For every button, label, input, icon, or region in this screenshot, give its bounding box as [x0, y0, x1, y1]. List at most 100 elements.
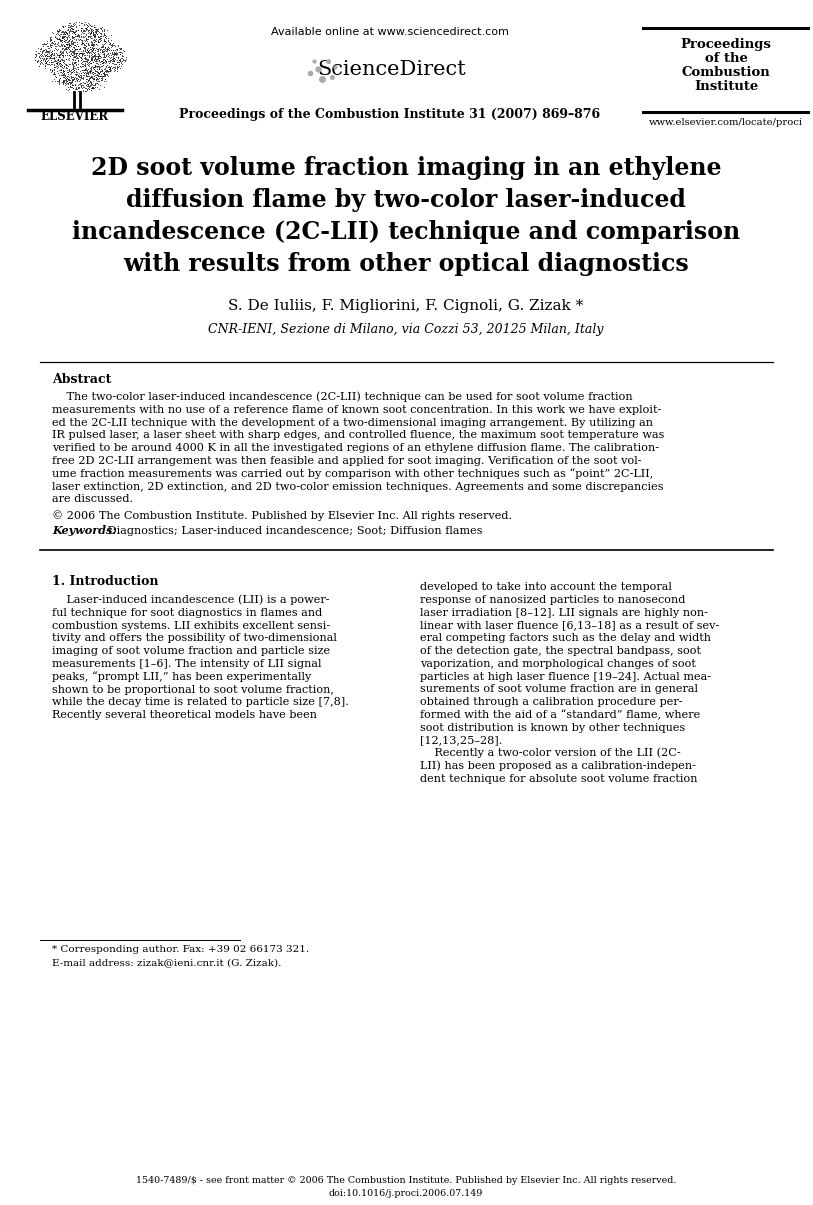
Point: [58, 55, 71, 75]
Point: [53, 20, 66, 40]
Point: [55, 28, 68, 47]
Point: [96, 64, 109, 83]
Point: [47, 64, 60, 83]
Point: [80, 52, 93, 71]
Point: [91, 28, 104, 47]
Point: [67, 37, 80, 57]
Point: [51, 23, 64, 42]
Point: [89, 53, 102, 72]
Point: [56, 58, 69, 77]
Point: [67, 13, 80, 33]
Point: [43, 48, 56, 67]
Point: [60, 69, 73, 88]
Point: [54, 53, 67, 72]
Point: [85, 58, 98, 77]
Point: [103, 58, 116, 77]
Point: [59, 46, 72, 65]
Point: [37, 45, 50, 64]
Point: [80, 36, 93, 55]
Point: [108, 48, 121, 67]
Point: [93, 45, 106, 64]
Point: [43, 30, 56, 49]
Point: [111, 48, 124, 67]
Point: [82, 46, 95, 65]
Point: [57, 36, 70, 55]
Point: [110, 43, 123, 63]
Point: [100, 52, 113, 71]
Point: [85, 75, 98, 94]
Point: [94, 70, 107, 89]
Point: [45, 45, 58, 64]
Point: [59, 76, 72, 95]
Point: [57, 47, 70, 66]
Point: [57, 17, 70, 36]
Point: [71, 80, 84, 99]
Point: [61, 74, 74, 93]
Point: [74, 70, 87, 89]
Point: [94, 30, 107, 49]
Point: [85, 41, 98, 60]
Point: [71, 33, 84, 52]
Point: [59, 70, 72, 89]
Point: [65, 59, 78, 78]
Point: [62, 28, 75, 47]
Point: [72, 47, 85, 66]
Point: [63, 72, 76, 92]
Point: [76, 34, 89, 53]
Point: [93, 28, 106, 47]
Point: [33, 57, 46, 76]
Point: [92, 64, 105, 83]
Point: [57, 61, 70, 81]
Point: [60, 49, 73, 69]
Point: [86, 22, 99, 41]
Point: [74, 77, 87, 96]
Point: [32, 39, 45, 58]
Point: [59, 27, 72, 46]
Point: [56, 25, 69, 45]
Point: [96, 17, 109, 36]
Text: vaporization, and morphological changes of soot: vaporization, and morphological changes …: [420, 659, 696, 669]
Point: [59, 24, 72, 43]
Point: [93, 23, 106, 42]
Point: [46, 33, 59, 52]
Point: [69, 51, 82, 70]
Point: [66, 54, 79, 74]
Point: [36, 40, 49, 59]
Point: [83, 67, 96, 87]
Point: [72, 76, 85, 95]
Point: [57, 27, 70, 46]
Point: [77, 63, 90, 82]
Point: [67, 57, 80, 76]
Point: [51, 29, 64, 48]
Point: [85, 67, 98, 87]
Point: [61, 63, 74, 82]
Text: E-mail address: zizak@ieni.cnr.it (G. Zizak).: E-mail address: zizak@ieni.cnr.it (G. Zi…: [52, 958, 281, 966]
Point: [86, 37, 99, 57]
Point: [81, 42, 94, 61]
Point: [33, 52, 46, 71]
Point: [94, 37, 107, 57]
Point: [98, 41, 111, 60]
Point: [85, 78, 98, 98]
Point: [63, 71, 76, 90]
Point: [39, 54, 52, 74]
Point: [102, 43, 115, 63]
Point: [63, 46, 76, 65]
Text: Recently several theoretical models have been: Recently several theoretical models have…: [52, 710, 317, 721]
Point: [66, 77, 79, 96]
Point: [92, 66, 105, 86]
Point: [81, 60, 94, 80]
Point: [98, 65, 111, 84]
Point: [112, 57, 125, 76]
Point: [98, 59, 111, 78]
Point: [38, 59, 51, 78]
Point: [59, 49, 72, 69]
Point: [111, 52, 124, 71]
Point: [91, 19, 104, 39]
Point: [85, 31, 98, 51]
Point: [44, 48, 57, 67]
Point: [112, 58, 125, 77]
Text: tivity and offers the possibility of two-dimensional: tivity and offers the possibility of two…: [52, 634, 337, 643]
Point: [46, 60, 59, 80]
Point: [81, 27, 94, 46]
